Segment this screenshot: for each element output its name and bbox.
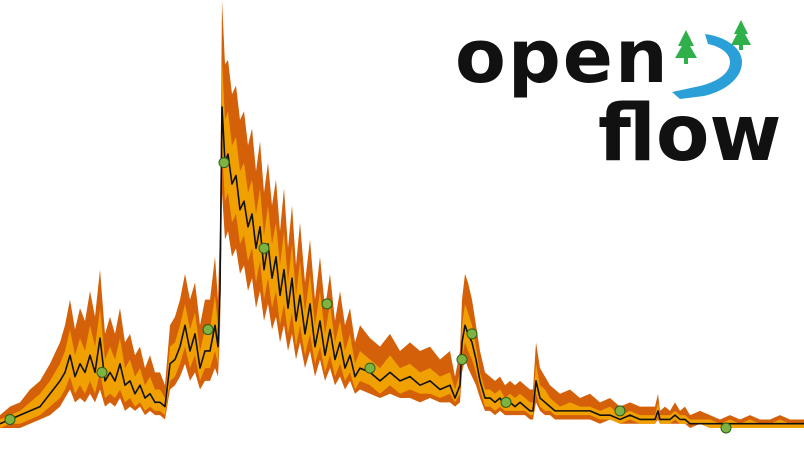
observation-point [500,396,512,408]
observation-point [466,328,478,340]
observation-point [96,366,108,378]
observation-point [258,242,270,254]
observation-point [321,298,333,310]
observation-point [364,362,376,374]
observation-points [4,157,732,434]
logo-word-flow: flow [598,89,781,179]
tree-icon-left-shape [675,30,697,64]
observation-point [202,324,214,336]
river-icon-shape [672,34,742,99]
observation-point [4,413,16,425]
logo-word-open: open [455,14,670,100]
observation-point [614,405,626,417]
tree-icon-right [731,20,751,50]
observation-point [456,354,468,366]
logo: open flow [455,14,781,179]
observation-point [720,422,732,434]
hydrograph [0,0,804,434]
tree-icon-left [675,30,697,64]
observation-point [218,157,230,169]
median-line [0,106,804,425]
ensemble-band-outer [0,0,804,428]
river-icon [672,34,742,99]
tree-icon-right-shape [731,20,751,50]
